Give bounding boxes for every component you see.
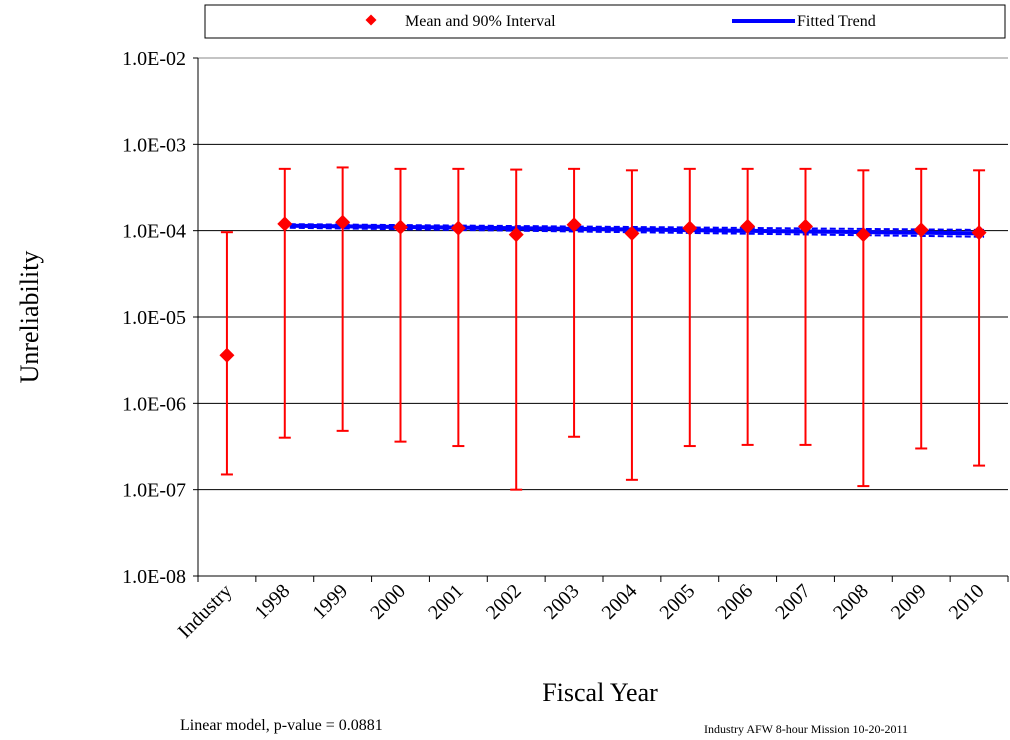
plot-area: 1.0E-08 1.0E-07 1.0E-06 1.0E-05 1.0E-04 1.0E-… (122, 48, 1009, 643)
x-tick-label: 2007 (771, 580, 815, 624)
y-tick-label: 1.0E-02 (122, 48, 186, 70)
y-tick-label: 1.0E-06 (122, 393, 186, 415)
mean-marker (740, 218, 756, 234)
legend-frame (204, 4, 1006, 39)
mean-marker (219, 347, 235, 363)
x-tick-label: 2000 (366, 580, 410, 624)
mean-marker (798, 218, 813, 234)
mean-marker (335, 214, 351, 230)
x-tick-label: Industry (174, 580, 237, 643)
x-tick-label: 2004 (598, 580, 642, 624)
y-tick-label: 1.0E-03 (122, 134, 186, 156)
y-axis-title: Unreliability (15, 251, 44, 384)
mean-marker (913, 222, 929, 238)
x-tick-label: 2006 (713, 580, 757, 624)
x-tick-label: 2001 (424, 580, 468, 624)
y-axis-ticks: 1.0E-08 1.0E-07 1.0E-06 1.0E-05 1.0E-04 1.0E-… (122, 48, 198, 588)
y-tick-label: 1.0E-04 (122, 221, 186, 243)
x-axis-title: Fiscal Year (542, 678, 658, 707)
source-note: Industry AFW 8-hour Mission 10-20-2011 (704, 722, 908, 736)
x-tick-label: 2005 (655, 580, 699, 624)
error-bars (220, 166, 986, 491)
y-tick-label: 1.0E-08 (122, 566, 186, 588)
trend-upper-band (289, 223, 985, 231)
mean-marker (566, 217, 582, 233)
legend-label-trend: Fitted Trend (797, 13, 876, 30)
mean-marker (971, 225, 987, 241)
mean-marker (393, 219, 408, 235)
x-tick-label: 2010 (945, 580, 989, 624)
y-tick-label: 1.0E-05 (122, 307, 186, 329)
mean-marker (277, 216, 293, 232)
x-tick-label: 2002 (482, 580, 526, 624)
x-tick-label: 2009 (887, 580, 931, 624)
x-tick-label: 1999 (308, 580, 352, 624)
mean-marker (855, 227, 871, 243)
x-axis-ticks: Industry 1998 1999 2000 2001 2002 2003 2004 2005… (174, 576, 1009, 643)
legend-marker-mean (365, 14, 377, 26)
legend-label-mean: Mean and 90% Interval (405, 13, 556, 30)
x-tick-label: 2003 (540, 580, 584, 624)
mean-marker (624, 225, 640, 241)
y-tick-label: 1.0E-07 (122, 480, 186, 502)
mean-marker (450, 220, 466, 236)
mean-marker (508, 227, 524, 243)
model-note: Linear model, p-value = 0.0881 (180, 717, 383, 734)
legend: Mean and 90% Interval Fitted Trend (204, 4, 1006, 39)
gridlines (198, 57, 1008, 577)
mean-marker (682, 220, 698, 236)
x-tick-label: 2008 (829, 580, 873, 624)
mean-markers (219, 214, 987, 363)
x-tick-label: 1998 (250, 580, 294, 624)
